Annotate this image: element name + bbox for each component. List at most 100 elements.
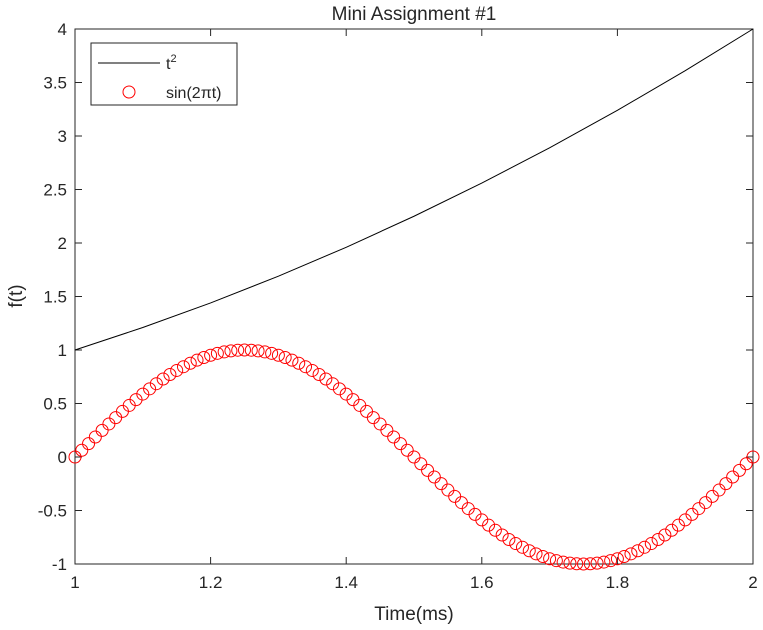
sin-data-point [82,437,96,451]
sin-data-point [488,523,502,537]
x-axis-ticks: 1 1.2 1.4 1.6 1.8 2 [70,29,758,592]
sin-data-point [536,550,550,564]
sin-data-point [563,556,577,570]
sin-data-point [617,550,631,564]
y-tick-label: -0.5 [38,502,67,521]
sin-data-point [170,363,184,377]
sin-data-point [556,555,570,569]
sin-data-point [732,463,746,477]
sin-data-point [387,430,401,444]
sin-data-point [577,557,590,571]
sin-data-point [285,353,299,367]
sin-data-point [414,457,428,471]
sin-data-point [739,457,753,471]
axes-box [74,28,754,565]
sin-data-point [638,540,652,554]
legend-entry-sin-pi-symbol: π [201,85,212,102]
sin-data-point [427,470,441,484]
y-tick-label: -1 [52,555,67,574]
sin-data-point [407,450,421,464]
sin-data-point [176,360,190,374]
legend-entry-sin: sin(2πt) [166,85,222,102]
sin-data-point [651,533,665,546]
sin-data-point [515,540,529,554]
x-tick-label: 2 [748,573,757,592]
legend-entry-t-squared-base: t [166,56,171,73]
sin-data-point [190,353,204,367]
sin-data-point [522,544,536,558]
y-axis-ticks: -1 -0.5 0 0.5 1 1.5 2 2.5 3 3.5 4 [38,20,753,574]
sin-data-point [631,544,645,558]
sin-data-point [68,450,82,464]
x-tick-label: 1.6 [470,573,494,592]
legend-entry-sin-suffix: t) [212,85,222,102]
plot-area: 1 1.2 1.4 1.6 1.8 2 -1 -0.5 0 0.5 1 1.5 2 2.5 3 3.5 4 [38,20,760,592]
sin-data-point [292,356,306,370]
sin-data-point [590,556,604,570]
sin-data-point [312,368,326,381]
sin-data-point [482,518,496,532]
sin-data-point [299,360,313,374]
sin-data-point [719,477,733,491]
sin-data-point [204,348,218,362]
x-axis-label: Time(ms) [374,604,454,625]
sin-data-point [278,350,292,364]
sin-data-point [509,537,523,551]
y-tick-label: 1.5 [43,288,67,307]
sin-data-point [163,368,177,381]
x-tick-label: 1.8 [606,573,630,592]
sin-data-point [495,528,509,542]
sin-data-point [644,537,658,551]
legend-entry-t-squared-superscript: 2 [170,53,176,65]
sin-data-point [597,555,611,569]
sin-data-point [380,423,394,437]
chart-title: Mini Assignment #1 [332,4,497,25]
sin-data-point [149,377,163,391]
sin-data-point [665,523,679,537]
x-tick-label: 1.4 [334,573,358,592]
sin-data-point [251,344,265,358]
sin-data-point [604,554,618,568]
sin-data-point [475,513,489,527]
sin-data-point [671,518,685,532]
y-tick-label: 3 [58,127,67,146]
legend-entry-t-squared: t2 [166,53,177,73]
sin-data-point [136,387,150,401]
y-tick-label: 0 [58,448,67,467]
sin-data-point [543,552,557,566]
sin-data-point [332,382,346,396]
sin-data-point [400,443,414,457]
sin-data-point [570,557,584,571]
sin-data-point [244,343,258,357]
y-axis-label: f(t) [6,284,27,307]
sin-data-point [271,348,285,362]
legend-circle-marker [122,85,136,99]
sin-data-point [658,528,672,542]
y-tick-label: 2 [58,234,67,253]
sin-data-point [224,344,238,358]
sin-data-point [183,356,197,370]
sin-data-point [610,552,624,566]
sin-data-point [88,430,102,444]
sin-data-point [726,470,740,484]
y-tick-label: 2.5 [43,181,67,200]
legend-entry-sin-prefix: sin(2 [166,85,201,102]
sin-data-point [746,450,760,464]
sin-data-point [421,463,435,477]
sin-data-point [231,343,245,357]
sin-data-point [210,346,224,360]
sin-data-point [258,345,272,359]
sin-data-point [529,547,543,561]
sin-data-point [326,377,340,391]
y-tick-label: 0.5 [43,395,67,414]
sin-data-point [75,443,89,457]
sin-data-point [319,372,333,386]
sin-data-point [305,363,319,377]
sin-data-point [197,350,211,364]
legend-box [90,42,238,106]
sin-data-point [217,345,231,359]
sin-data-point [265,346,279,360]
sin-data-point [393,437,407,451]
y-tick-label: 3.5 [43,74,67,93]
